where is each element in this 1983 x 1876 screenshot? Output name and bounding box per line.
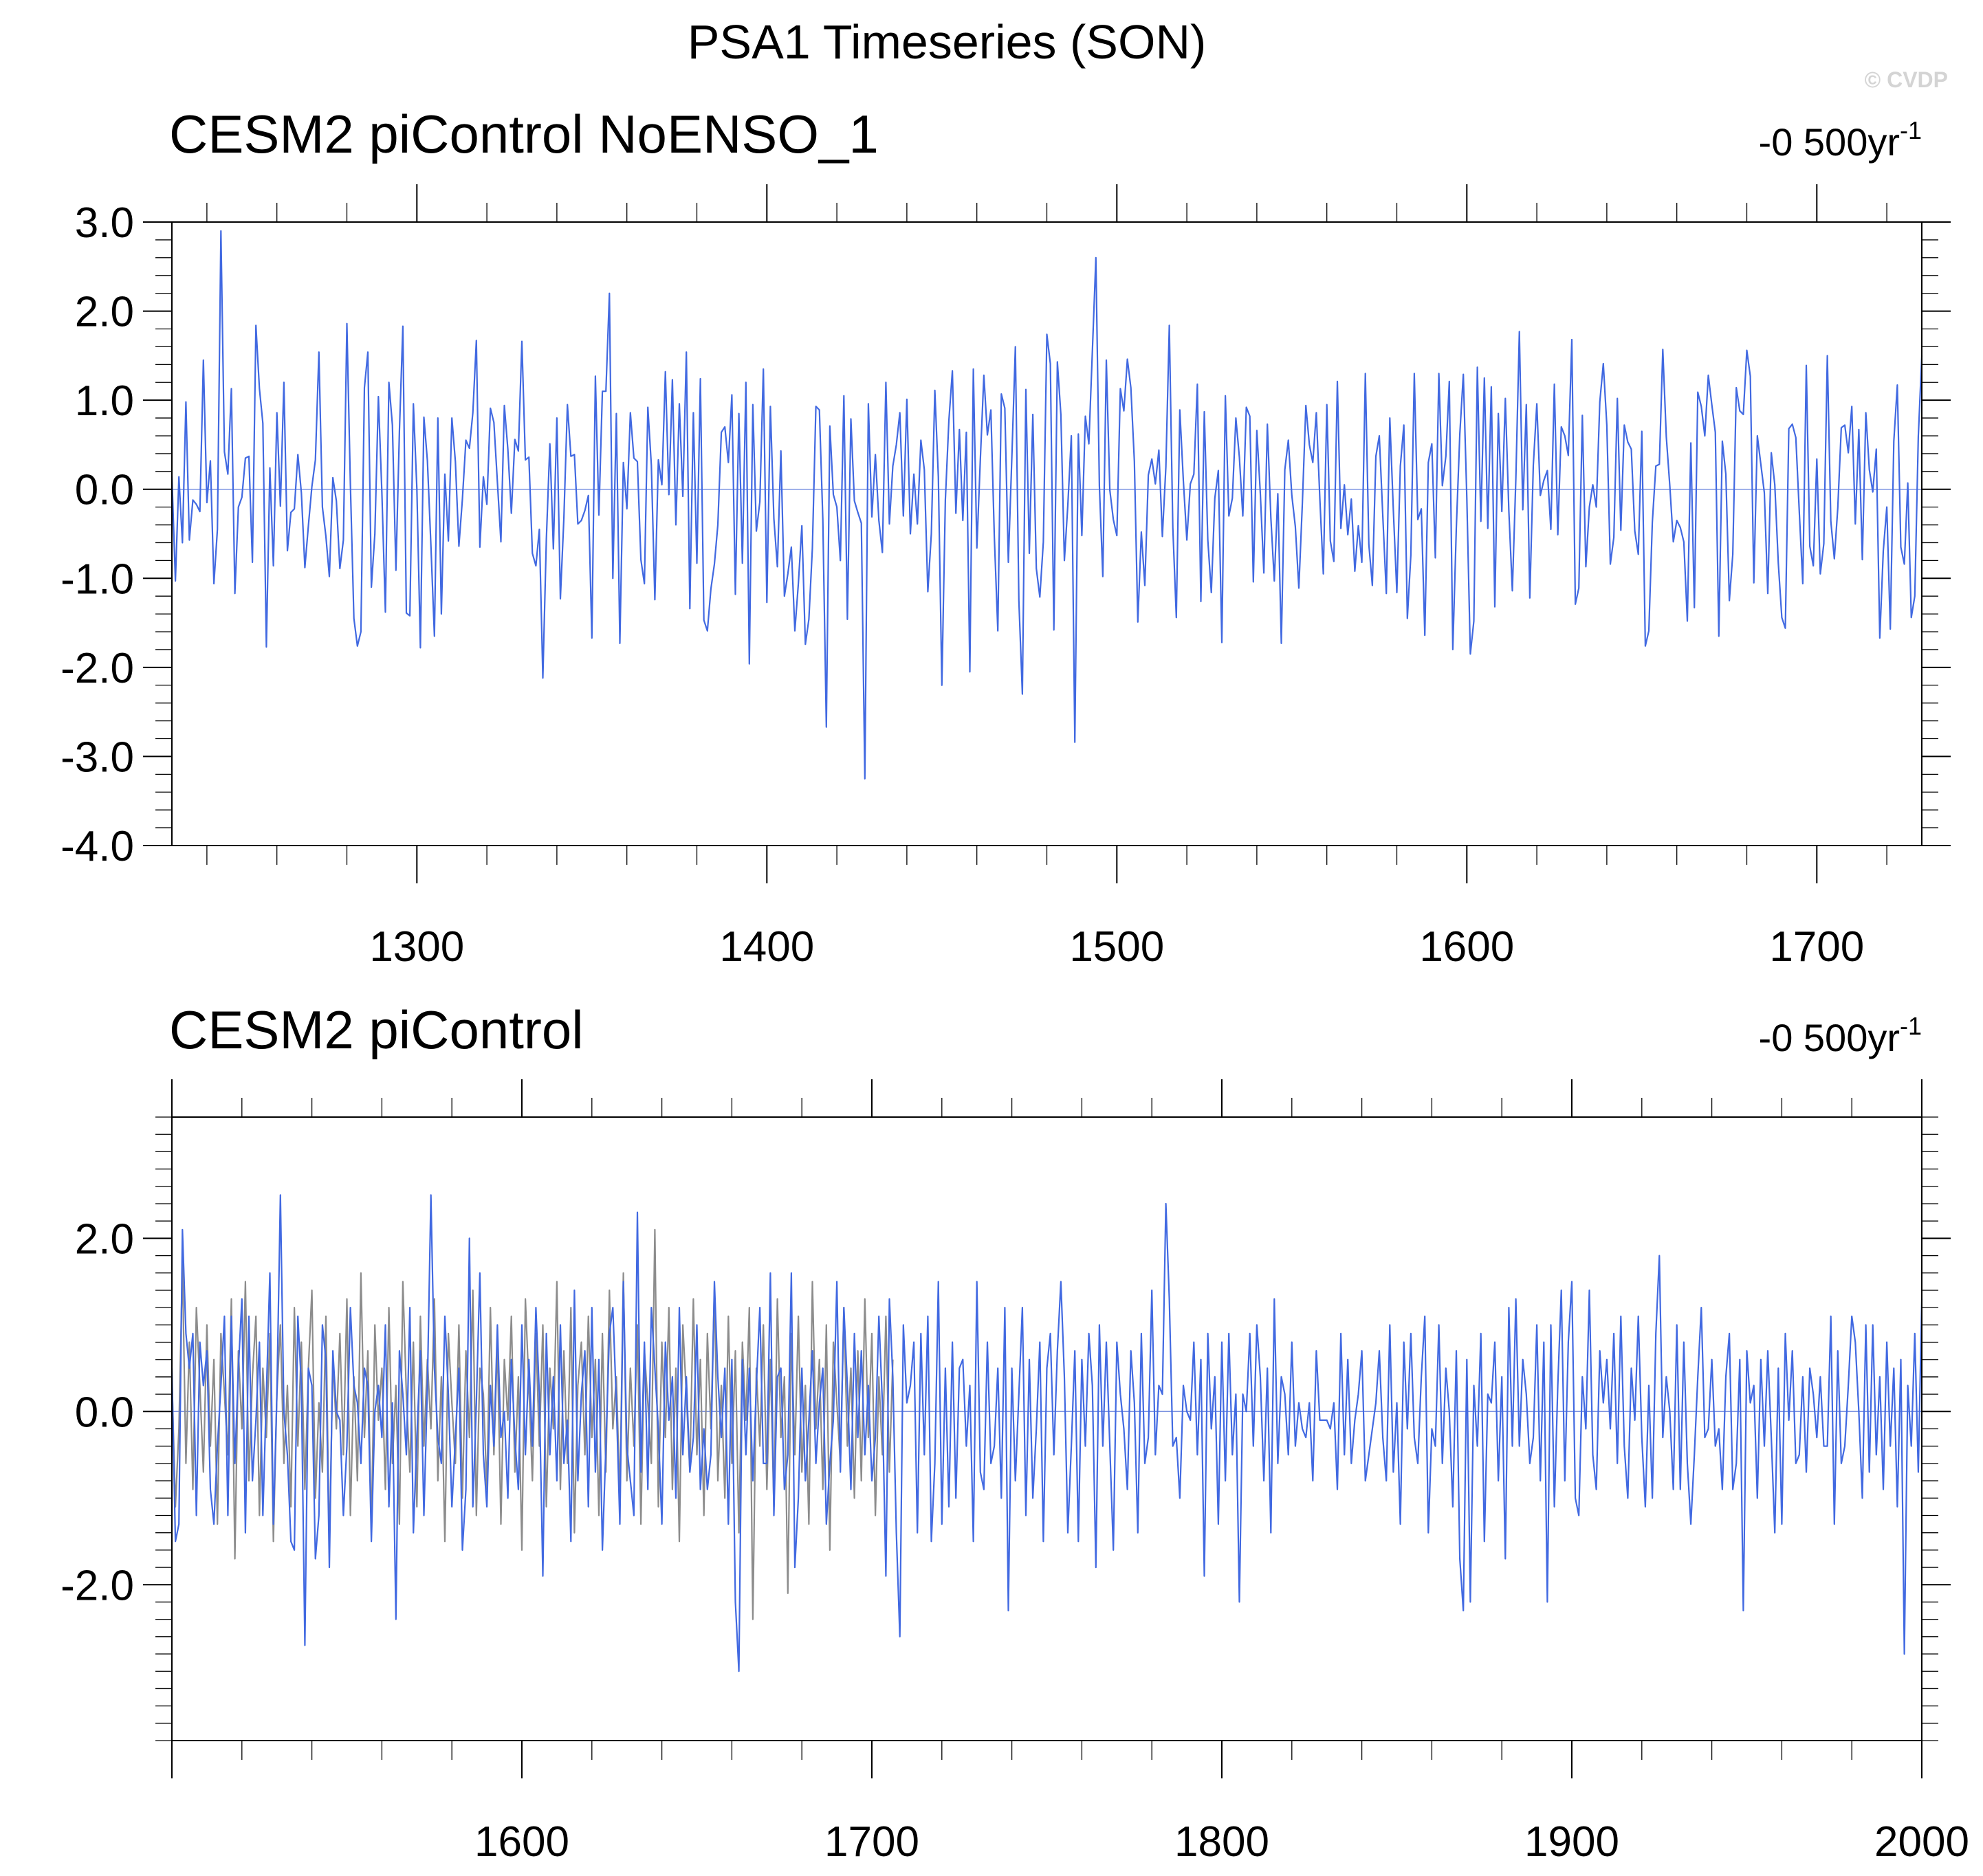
watermark: © CVDP: [1865, 67, 1948, 92]
y-tick-label: -1.0: [61, 555, 134, 603]
y-tick-label: -2.0: [61, 1562, 134, 1609]
x-tick-label: 1600: [1419, 923, 1514, 971]
x-tick-label: 1300: [369, 923, 464, 971]
y-tick-label: 2.0: [75, 289, 134, 336]
panel-title: CESM2 piControl NoENSO_1: [169, 104, 879, 164]
y-tick-label: 0.0: [75, 467, 134, 514]
y-tick-label: 2.0: [75, 1215, 134, 1263]
x-tick-label: 1400: [719, 923, 814, 971]
trend-label-base: -0 500yr: [1759, 1016, 1900, 1059]
trend-label-base: -0 500yr: [1759, 120, 1900, 164]
x-tick-label: 2000: [1874, 1818, 1969, 1866]
plot-frame: [171, 221, 1922, 846]
chart-panels: CESM2 piControl NoENSO_1 -0 500yr-13.02.0…: [61, 104, 1969, 1866]
trend-label-superscript: -1: [1900, 1012, 1922, 1040]
plot-frame: [171, 1116, 1922, 1741]
figure-title: PSA1 Timeseries (SON): [688, 15, 1207, 69]
series-line-2: [171, 1194, 1923, 1673]
y-tick-label: -3.0: [61, 733, 134, 781]
y-tick-label: 0.0: [75, 1389, 134, 1436]
x-tick-label: 1900: [1524, 1818, 1619, 1866]
trend-label-superscript: -1: [1900, 116, 1922, 144]
x-tick-label: 1500: [1069, 923, 1164, 971]
chart-panel-1: CESM2 piControl NoENSO_1 -0 500yr-1 3.0 2.0…: [61, 104, 1951, 971]
x-tick-label: 1800: [1174, 1818, 1269, 1866]
trend-label: -0 500yr-1: [1759, 1012, 1922, 1059]
series-line-1: [171, 230, 1923, 780]
y-tick-label: -4.0: [61, 823, 134, 870]
y-tick-label: 3.0: [75, 199, 134, 247]
panel-title: CESM2 piControl: [169, 1000, 584, 1060]
y-tick-label: 1.0: [75, 377, 134, 425]
chart-panel-2: CESM2 piControl -0 500yr-1 2.0 0.0 -2.0 1600 1…: [61, 1000, 1969, 1866]
x-tick-label: 1700: [824, 1818, 919, 1866]
x-tick-label: 1700: [1769, 923, 1864, 971]
x-tick-label: 1600: [474, 1818, 569, 1866]
trend-label: -0 500yr-1: [1759, 116, 1922, 164]
y-tick-label: -2.0: [61, 645, 134, 692]
